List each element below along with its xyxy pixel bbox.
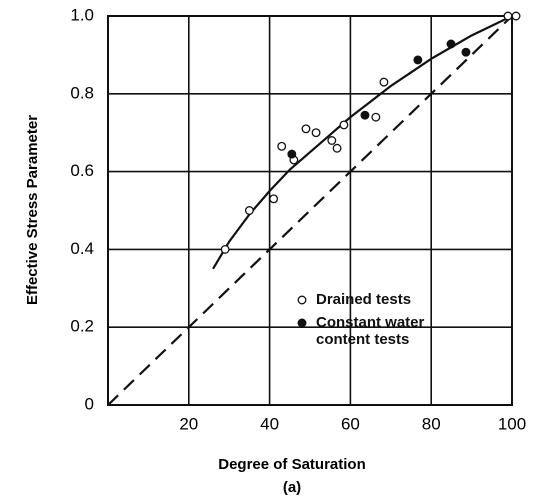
y-tick-label: 1.0 bbox=[70, 5, 94, 24]
data-point bbox=[379, 77, 389, 87]
data-point bbox=[360, 110, 370, 120]
x-tick-label: 40 bbox=[260, 414, 279, 433]
y-tick-label: 0.2 bbox=[70, 317, 94, 336]
data-point bbox=[332, 143, 342, 153]
y-tick-label: 0.6 bbox=[70, 161, 94, 180]
y-tick-label: 0 bbox=[85, 394, 94, 413]
data-point bbox=[413, 55, 423, 65]
data-point bbox=[220, 244, 230, 254]
y-tick-label: 0.8 bbox=[70, 83, 94, 102]
legend-label: Constant water content tests bbox=[316, 314, 425, 348]
x-axis-label: Degree of Saturation bbox=[218, 456, 366, 473]
data-point bbox=[503, 11, 513, 21]
data-point bbox=[339, 120, 349, 130]
data-point bbox=[277, 141, 287, 151]
data-point bbox=[371, 112, 381, 122]
x-tick-label: 60 bbox=[341, 414, 360, 433]
caption: (a) bbox=[283, 479, 301, 496]
data-point bbox=[301, 124, 311, 134]
legend-marker bbox=[297, 295, 307, 305]
x-tick-label: 100 bbox=[498, 414, 526, 433]
dashed-line bbox=[107, 15, 513, 406]
data-point bbox=[327, 136, 337, 145]
y-axis-label: Effective Stress Parameter bbox=[24, 115, 41, 305]
data-point bbox=[446, 39, 456, 49]
data-point bbox=[461, 47, 471, 57]
data-point bbox=[287, 149, 297, 159]
legend-label: Drained tests bbox=[316, 291, 412, 308]
legend-marker bbox=[297, 318, 307, 328]
fit-curve bbox=[212, 15, 513, 270]
x-tick-label: 80 bbox=[422, 414, 441, 433]
data-point bbox=[511, 11, 521, 21]
plot-frame bbox=[107, 15, 513, 406]
data-point bbox=[311, 128, 321, 138]
data-point bbox=[244, 206, 254, 215]
data-point bbox=[269, 194, 279, 204]
y-tick-label: 0.4 bbox=[70, 239, 94, 258]
x-tick-label: 20 bbox=[179, 414, 198, 433]
